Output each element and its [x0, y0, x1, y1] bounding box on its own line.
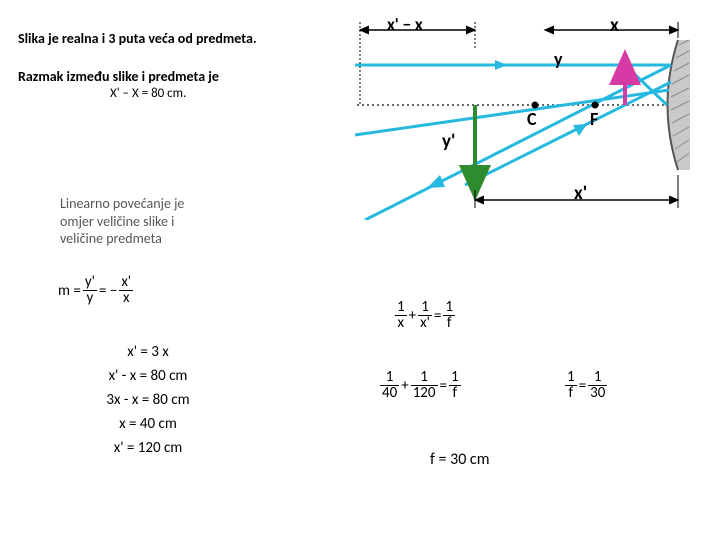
para-l3: veličine predmeta	[60, 230, 184, 248]
calculation-steps: x' = 3 x x' - x = 80 cm 3x - x = 80 cm x…	[78, 340, 218, 460]
calc-1: x' = 3 x	[78, 340, 218, 364]
frac-1-xp: 1 x'	[418, 300, 432, 331]
numeric-equation: 1 40 + 1 120 = 1 f	[380, 370, 461, 401]
label-c: C	[527, 108, 537, 130]
statement-line-3: X' – X = 80 cm.	[110, 86, 186, 101]
statement-line-1: Slika je realna i 3 puta veća od predmet…	[18, 30, 257, 47]
frac-yprime-y: y' y	[83, 275, 97, 306]
label-xprime: x'	[574, 182, 587, 205]
statement-line-2: Razmak između slike i predmeta je	[18, 68, 219, 85]
calc-5: x' = 120 cm	[78, 436, 218, 460]
frac-1-30: 1 30	[588, 370, 607, 401]
para-l1: Linearno povećanje je	[60, 195, 184, 213]
ray-arrowhead-1	[495, 60, 507, 70]
label-yprime: y'	[442, 130, 455, 153]
focal-fraction: 1 f = 1 30	[565, 370, 607, 401]
frac-1-f: 1 f	[443, 300, 455, 331]
eq-3: =	[579, 377, 586, 395]
label-f: F	[590, 108, 598, 130]
frac-1-f-2: 1 f	[449, 370, 461, 401]
mirror-body	[668, 40, 691, 170]
frac-xprime-x: x' x	[119, 275, 133, 306]
mirror-equation: 1 x + 1 x' = 1 f	[395, 300, 455, 331]
m-eq: m =	[58, 282, 81, 300]
magnification-formula: m = y' y = − x' x	[58, 275, 133, 306]
definition-paragraph: Linearno povećanje je omjer veličine sli…	[60, 195, 184, 248]
label-x: x	[610, 14, 619, 37]
ray-arrowhead-2	[427, 175, 445, 188]
para-l2: omjer veličine slike i	[60, 213, 184, 231]
frac-1-f-3: 1 f	[565, 370, 577, 401]
ray-diag-2	[465, 82, 671, 185]
plus-1: +	[409, 307, 416, 325]
frac-1-40: 1 40	[380, 370, 399, 401]
ray-through-f-incident	[355, 90, 669, 135]
frac-1-120: 1 120	[411, 370, 438, 401]
frac-1-x: 1 x	[395, 300, 407, 331]
calc-4: x = 40 cm	[78, 412, 218, 436]
label-xprime-minus-x: x' − x	[387, 14, 423, 35]
label-y: y	[554, 48, 563, 70]
eq-2: =	[440, 377, 447, 395]
calc-3: 3x - x = 80 cm	[78, 388, 218, 412]
plus-2: +	[401, 377, 408, 395]
calc-2: x' - x = 80 cm	[78, 364, 218, 388]
result: f = 30 cm	[430, 450, 489, 469]
eq-1: =	[434, 307, 441, 325]
eq-neg: = −	[99, 282, 117, 300]
